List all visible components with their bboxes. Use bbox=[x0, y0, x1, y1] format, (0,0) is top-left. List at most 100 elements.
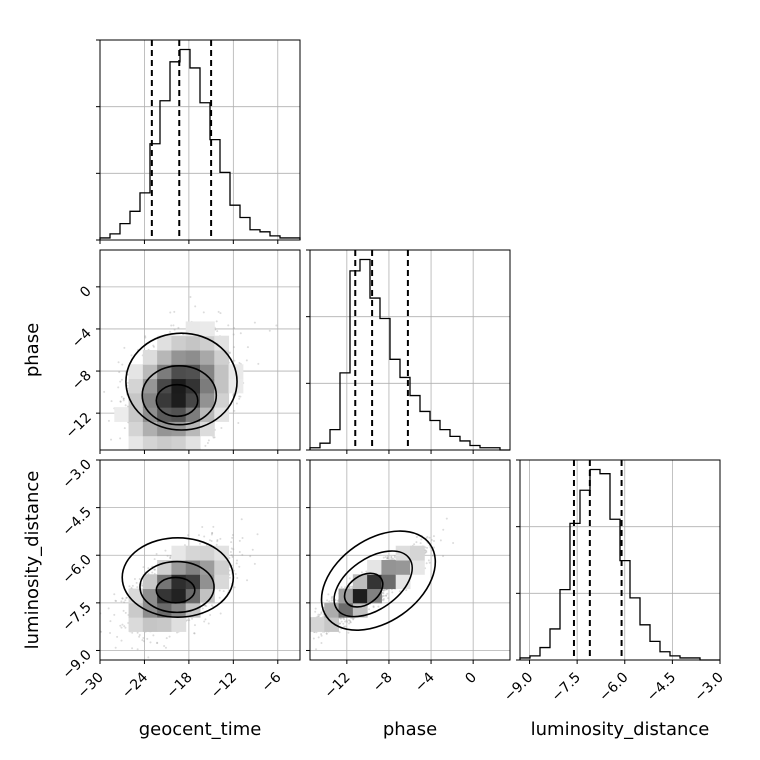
density-cell bbox=[200, 335, 215, 351]
density-cell bbox=[171, 392, 187, 408]
scatter-point bbox=[268, 329, 271, 332]
scatter-point bbox=[316, 615, 319, 618]
scatter-point bbox=[210, 533, 213, 536]
scatter-point bbox=[128, 585, 131, 588]
scatter-point bbox=[343, 618, 346, 621]
scatter-point bbox=[126, 387, 129, 390]
scatter-point bbox=[386, 557, 389, 560]
scatter-point bbox=[201, 525, 204, 528]
density-cell bbox=[171, 588, 187, 604]
density-cell bbox=[157, 435, 172, 450]
scatter-point bbox=[121, 623, 124, 626]
scatter-point bbox=[189, 295, 192, 298]
density-cell bbox=[185, 378, 201, 394]
scatter-point bbox=[156, 453, 158, 455]
density-cell bbox=[142, 617, 158, 632]
density-cell bbox=[128, 407, 144, 422]
scatter-point bbox=[144, 335, 147, 338]
scatter-point bbox=[133, 578, 136, 581]
scatter-point bbox=[232, 548, 235, 551]
density-cell bbox=[142, 588, 158, 604]
scatter-point bbox=[231, 555, 234, 558]
scatter-point bbox=[372, 605, 375, 608]
scatter-point bbox=[164, 646, 167, 649]
contour-level bbox=[320, 530, 437, 631]
scatter-point bbox=[325, 632, 328, 635]
density-cell bbox=[128, 378, 144, 394]
y-tick-label: −12 bbox=[63, 410, 95, 442]
scatter-point bbox=[120, 378, 123, 381]
scatter-point bbox=[122, 399, 125, 402]
pair-panel-phase-vs-geocent-time: −12 −8 −4 0 bbox=[63, 249, 301, 458]
scatter-point bbox=[360, 571, 363, 574]
scatter-point bbox=[415, 541, 418, 544]
scatter-point bbox=[166, 554, 169, 557]
x-tick-label: −30 bbox=[75, 670, 107, 702]
scatter-point bbox=[123, 625, 126, 628]
scatter-point bbox=[241, 553, 244, 556]
scatter-point bbox=[377, 605, 380, 608]
scatter-point bbox=[121, 597, 124, 600]
scatter-point bbox=[328, 600, 331, 603]
x-tick-label: −18 bbox=[164, 670, 196, 702]
scatter-point bbox=[231, 536, 234, 539]
density-cell bbox=[200, 350, 215, 365]
scatter-point bbox=[235, 562, 238, 565]
scatter-point bbox=[327, 593, 330, 596]
hist-panel-geocent-time bbox=[96, 39, 301, 244]
scatter-point bbox=[344, 586, 347, 589]
scatter-point bbox=[314, 607, 317, 610]
x-tick-label: −4 bbox=[412, 669, 438, 695]
scatter-point bbox=[365, 570, 368, 573]
density-cell bbox=[381, 560, 397, 575]
scatter-point bbox=[119, 400, 122, 403]
scatter-point bbox=[430, 538, 433, 541]
scatter-point bbox=[142, 664, 144, 666]
scatter-point bbox=[119, 380, 122, 383]
scatter-point bbox=[325, 632, 328, 635]
x-tick-label: −12 bbox=[208, 670, 240, 702]
scatter-point bbox=[109, 620, 112, 623]
scatter-point bbox=[208, 456, 210, 458]
density-cell bbox=[128, 617, 144, 632]
scatter-point bbox=[339, 622, 342, 625]
scatter-point bbox=[216, 538, 219, 541]
density-cell bbox=[214, 560, 230, 575]
density-cell bbox=[185, 350, 201, 365]
scatter-point bbox=[317, 613, 320, 616]
scatter-point bbox=[334, 599, 337, 602]
scatter-point bbox=[393, 556, 396, 559]
scatter-point bbox=[235, 559, 238, 562]
density-cell bbox=[157, 574, 172, 590]
scatter-point bbox=[186, 619, 189, 622]
scatter-point bbox=[346, 620, 349, 623]
panel-frame bbox=[309, 249, 511, 451]
scatter-point bbox=[124, 404, 127, 407]
scatter-point bbox=[233, 409, 236, 412]
scatter-point bbox=[191, 617, 194, 620]
density-cell bbox=[200, 545, 215, 561]
scatter-point bbox=[340, 586, 343, 589]
scatter-point bbox=[152, 344, 155, 347]
scatter-point bbox=[168, 635, 171, 638]
scatter-point bbox=[433, 546, 436, 549]
scatter-point bbox=[302, 646, 304, 648]
scatter-point bbox=[142, 566, 145, 569]
scatter-point bbox=[236, 577, 239, 580]
scatter-point bbox=[208, 539, 211, 542]
scatter-point bbox=[347, 619, 350, 622]
scatter-point bbox=[228, 351, 231, 354]
scatter-point bbox=[383, 589, 386, 592]
panel-frame bbox=[99, 39, 301, 241]
scatter-point bbox=[165, 637, 168, 640]
contour-level bbox=[155, 383, 199, 418]
x-tick-label: −6.0 bbox=[596, 670, 631, 705]
scatter-point bbox=[141, 639, 144, 642]
scatter-point bbox=[229, 551, 232, 554]
scatter-point bbox=[114, 646, 117, 649]
scatter-point bbox=[442, 555, 445, 558]
scatter-point bbox=[119, 437, 122, 440]
density-cell bbox=[171, 407, 187, 422]
scatter-point bbox=[432, 554, 435, 557]
scatter-point bbox=[218, 596, 221, 599]
